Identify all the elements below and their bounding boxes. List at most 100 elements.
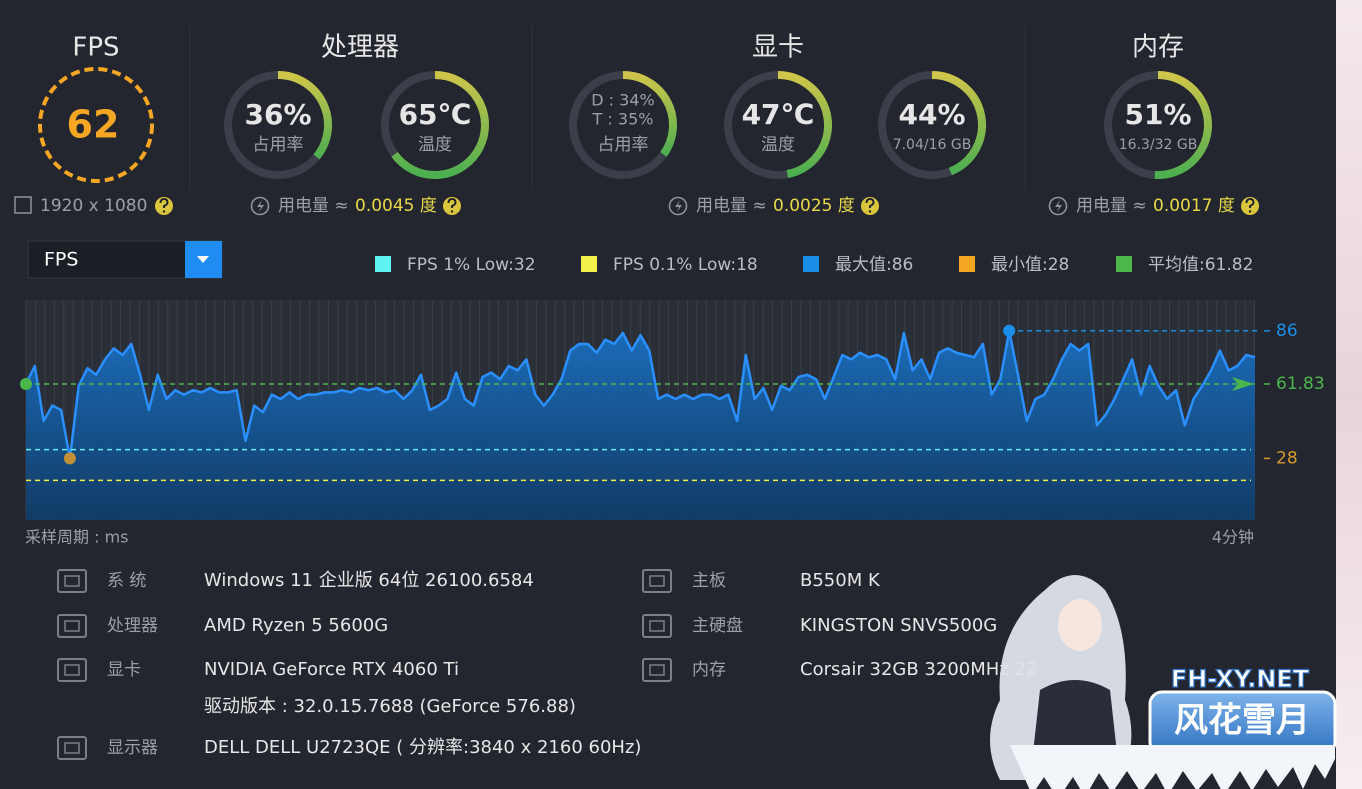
help-glyph <box>159 197 169 208</box>
panel-title: 处理器 <box>321 33 399 63</box>
panel-title: FPS <box>72 33 119 63</box>
gauge-caption: 7.04/16 GB <box>893 137 972 153</box>
power-value: 0.0025 度 <box>773 196 855 216</box>
legend-label: 平均值:61.82 <box>1148 255 1253 275</box>
spec-label: 内存 <box>692 660 726 680</box>
gauge-arc <box>622 71 677 157</box>
max-point <box>1003 324 1016 337</box>
select-arrow <box>197 256 209 263</box>
spec-label: 主板 <box>692 571 726 591</box>
help-dot <box>1248 210 1252 213</box>
spec-icon-inner <box>64 742 80 754</box>
watermark-face <box>1058 599 1102 651</box>
spec-label: 处理器 <box>107 616 158 636</box>
gauge-value: 36% <box>244 98 311 131</box>
avg-start <box>20 377 32 390</box>
legend-label: 最大值:86 <box>835 255 913 275</box>
spec-icon-inner <box>649 620 665 632</box>
help-dot <box>450 210 454 213</box>
gauge-caption: 温度 <box>761 135 795 155</box>
legend-label: 最小值:28 <box>991 255 1069 275</box>
watermark-site: FH-XY.NET <box>1171 665 1310 693</box>
spec-value: B550M K <box>800 570 881 591</box>
spec-value: KINGSTON SNVS500G <box>800 615 997 636</box>
help-dot <box>868 210 872 213</box>
gauge-arc <box>277 71 332 160</box>
spec-icon-inner <box>64 664 80 676</box>
spec-label: 显示器 <box>107 738 158 758</box>
min-point <box>63 452 76 465</box>
gauge-line: T : 35% <box>592 110 654 129</box>
fps-ring <box>38 67 154 183</box>
watermark-name: 风花雪月 <box>1174 701 1310 741</box>
help-dot <box>162 210 166 213</box>
spec-icon <box>57 736 87 760</box>
power-icon <box>250 196 270 216</box>
power-label: 用电量 ≈ <box>1076 196 1147 216</box>
spec-label: 主硬盘 <box>692 616 743 636</box>
power-value: 0.0045 度 <box>355 196 437 216</box>
gauge-arc <box>391 71 489 179</box>
spec-value: AMD Ryzen 5 5600G <box>204 615 388 636</box>
gauge-value: 51% <box>1124 98 1191 131</box>
select-value: FPS <box>44 249 78 271</box>
power-icon <box>668 196 688 216</box>
right-label: 86 <box>1276 321 1298 341</box>
spec-label: 系 统 <box>107 571 146 591</box>
x-end-label: 4分钟 <box>1212 528 1254 547</box>
gauge-arc <box>931 71 986 176</box>
resolution-icon <box>14 196 32 214</box>
power-bolt <box>1055 200 1062 212</box>
spec-value: DELL DELL U2723QE ( 分辨率:3840 x 2160 60Hz… <box>204 737 641 758</box>
power-label: 用电量 ≈ <box>696 196 767 216</box>
fps-value: 62 <box>67 103 120 147</box>
gauge-value: 65℃ <box>399 98 472 131</box>
resolution: 1920 x 1080 <box>40 196 147 216</box>
spec-icon-inner <box>64 575 80 587</box>
help-glyph <box>447 197 457 208</box>
legend-label: FPS 1% Low:32 <box>407 255 536 275</box>
gauge-caption: 占用率 <box>253 135 304 155</box>
panel-title: 显卡 <box>752 33 804 63</box>
power-value: 0.0017 度 <box>1153 196 1235 216</box>
spec-icon <box>642 614 672 638</box>
desktop-edge <box>1336 0 1362 789</box>
legend-label: FPS 0.1% Low:18 <box>613 255 758 275</box>
spec-icon <box>57 614 87 638</box>
spec-icon-inner <box>649 575 665 587</box>
right-label: 28 <box>1276 448 1298 468</box>
power-icon <box>1048 196 1068 216</box>
power-bolt <box>675 200 682 212</box>
spec-icon <box>57 569 87 593</box>
legend-swatch <box>581 256 597 272</box>
gauge-caption: 占用率 <box>598 135 649 155</box>
gauge-value: 44% <box>898 98 965 131</box>
gauge-arc <box>777 71 832 179</box>
power-label: 用电量 ≈ <box>278 196 349 216</box>
spec-extra: 驱动版本 : 32.0.15.7688 (GeForce 576.88) <box>204 696 576 717</box>
spec-icon <box>642 658 672 682</box>
watermark-snow <box>1010 745 1335 789</box>
spec-icon <box>57 658 87 682</box>
spec-value: NVIDIA GeForce RTX 4060 Ti <box>204 659 459 680</box>
fps-area <box>26 330 1255 520</box>
gauge-caption: 温度 <box>418 135 452 155</box>
legend-swatch <box>959 256 975 272</box>
spec-icon-inner <box>64 620 80 632</box>
spec-icon <box>642 569 672 593</box>
legend-swatch <box>375 256 391 272</box>
legend-swatch <box>803 256 819 272</box>
fps-line <box>24 329 1256 460</box>
help-glyph <box>1245 197 1255 208</box>
gauge-caption: 16.3/32 GB <box>1119 137 1198 153</box>
spec-value: Windows 11 企业版 64位 26100.6584 <box>204 570 534 591</box>
gauge-line: D : 34% <box>591 91 654 110</box>
avg-arrow <box>1232 376 1254 391</box>
power-bolt <box>257 200 264 212</box>
x-caption: 采样周期 : ms <box>25 528 129 547</box>
spec-value: Corsair 32GB 3200MHz 22 <box>800 659 1037 680</box>
gauge-value: 47℃ <box>742 98 815 131</box>
gauge-arc <box>1154 71 1212 179</box>
